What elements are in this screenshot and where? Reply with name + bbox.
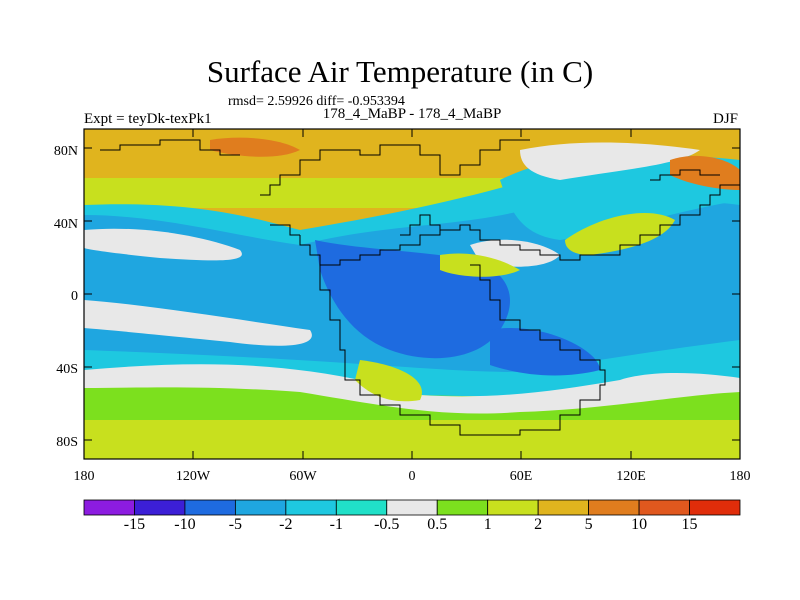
colorbar-label: -1 xyxy=(329,516,343,533)
outline-west-connector xyxy=(270,224,300,236)
field-white-west xyxy=(84,228,242,261)
colorbar-swatch xyxy=(386,499,438,516)
colorbar-swatch xyxy=(588,499,640,516)
x-tick-label-60w: 60W xyxy=(289,469,317,484)
colorbar-label: 15 xyxy=(681,516,698,533)
y-tick-label-80n: 80N xyxy=(54,144,78,159)
experiment-label: Expt = teyDk-texPk1 xyxy=(84,111,212,127)
colorbar-swatch xyxy=(134,499,186,516)
colorbar-label: -10 xyxy=(174,516,196,533)
field-orange-north xyxy=(210,137,300,157)
field-yellow-patch xyxy=(565,212,675,255)
colorbar-swatch xyxy=(436,499,489,516)
colorbar-swatch xyxy=(689,499,741,516)
x-tick-label-180w: 180 xyxy=(74,469,95,484)
colorbar-swatch xyxy=(285,499,337,516)
colorbar xyxy=(83,499,741,516)
colorbar-swatch xyxy=(83,499,135,516)
y-tick-label-80s: 80S xyxy=(56,435,78,450)
comparison-label: 178_4_MaBP - 178_4_MaBP xyxy=(322,106,502,122)
colorbar-label: 2 xyxy=(534,516,543,533)
plot-title: Surface Air Temperature (in C) xyxy=(206,54,594,89)
colorbar-label: -5 xyxy=(228,516,243,533)
colorbar-swatch xyxy=(537,499,590,516)
colorbar-label: 1 xyxy=(483,516,492,533)
outline-small-peninsula xyxy=(400,214,441,236)
field-white-southern xyxy=(84,364,740,414)
land-outline xyxy=(100,139,740,436)
outline-northeast-islands xyxy=(650,169,720,181)
colorbar-label: 5 xyxy=(584,516,593,533)
stats-line: rmsd= 2.59926 diff= -0.953394 xyxy=(228,94,405,109)
colorbar-swatch xyxy=(335,499,388,516)
outline-arctic-islands xyxy=(100,139,240,156)
field-white-northeast xyxy=(520,142,700,180)
x-tick-label-120e: 120E xyxy=(616,469,646,484)
outline-northern-coast xyxy=(299,184,740,266)
season-label: DJF xyxy=(712,111,738,127)
axis-ticks xyxy=(83,129,741,459)
outline-southern-continent xyxy=(319,264,606,436)
colorbar-swatch xyxy=(638,499,690,516)
y-tick-label-40s: 40S xyxy=(56,362,78,377)
field-yellow-coast xyxy=(355,360,422,402)
field-orange-northeast xyxy=(670,155,740,190)
colorbar-label: -15 xyxy=(123,516,146,533)
colorbar-label: -0.5 xyxy=(374,516,400,533)
y-tick-label-40n: 40N xyxy=(54,217,78,232)
x-tick-label-60e: 60E xyxy=(510,469,533,484)
colorbar-label: 0.5 xyxy=(427,516,448,533)
x-tick-label-180e: 180 xyxy=(730,469,751,484)
colorbar-swatch xyxy=(234,499,287,516)
map-field xyxy=(84,129,740,459)
colorbar-swatch xyxy=(487,499,539,516)
colorbar-swatch xyxy=(184,499,236,516)
outline-northern-land xyxy=(260,139,530,196)
colorbar-label: 10 xyxy=(631,516,648,533)
x-tick-label-120w: 120W xyxy=(176,469,211,484)
colorbar-label: -2 xyxy=(279,516,293,533)
field-white-south-tropics xyxy=(84,300,312,346)
x-tick-label-0: 0 xyxy=(409,469,416,484)
y-tick-label-0: 0 xyxy=(71,289,78,304)
field-darkblue-east xyxy=(490,328,600,376)
